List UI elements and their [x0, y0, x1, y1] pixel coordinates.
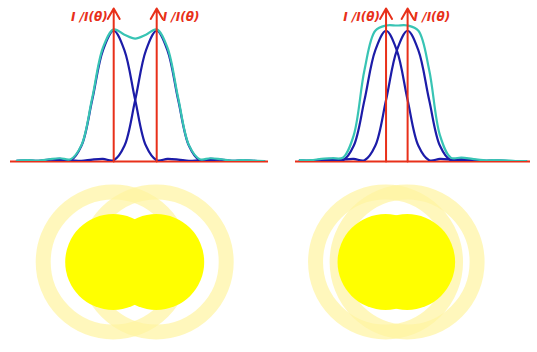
svg-text:I /I(θ): I /I(θ) [163, 10, 200, 24]
svg-text:I /I(θ): I /I(θ) [414, 10, 451, 24]
svg-text:I /I(θ): I /I(θ) [343, 10, 380, 24]
svg-text:I /I(θ): I /I(θ) [71, 10, 108, 24]
